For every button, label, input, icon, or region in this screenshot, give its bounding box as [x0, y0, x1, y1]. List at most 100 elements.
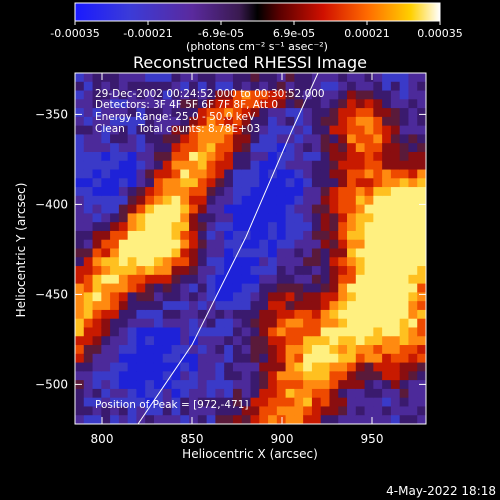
heatmap-cell	[83, 160, 94, 171]
heatmap-cell	[171, 125, 181, 136]
heatmap-cell	[189, 301, 199, 311]
heatmap-cell	[347, 99, 357, 109]
heatmap-cell	[320, 213, 331, 223]
heatmap-cell	[338, 99, 348, 109]
heatmap-cell	[417, 81, 426, 92]
heatmap-cell	[110, 301, 120, 311]
heatmap-cell	[206, 151, 217, 162]
heatmap-cell	[417, 406, 426, 416]
heatmap-cell	[189, 169, 199, 179]
heatmap-cell	[145, 125, 155, 136]
heatmap-cell	[232, 90, 243, 100]
heatmap-cell	[241, 160, 252, 171]
heatmap-cell	[338, 415, 348, 424]
heatmap-cell	[285, 134, 295, 144]
heatmap-cell	[259, 81, 269, 92]
heatmap-cell	[189, 388, 199, 399]
heatmap-cell	[294, 353, 304, 364]
heatmap-cell	[285, 292, 295, 302]
heatmap-cell	[92, 195, 102, 206]
heatmap-cell	[110, 178, 120, 188]
heatmap-cell	[382, 406, 392, 416]
heatmap-cell	[294, 99, 304, 109]
heatmap-cell	[162, 108, 173, 118]
heatmap-cell	[241, 336, 252, 346]
heatmap-cell	[180, 362, 190, 372]
heatmap-cell	[224, 151, 234, 162]
heatmap-cell	[364, 116, 374, 127]
heatmap-cell	[118, 336, 129, 346]
heatmap-cell	[189, 274, 199, 285]
heatmap-cell	[153, 90, 164, 100]
heatmap-cell	[347, 292, 357, 302]
heatmap-cell	[83, 274, 94, 285]
heatmap-cell	[162, 222, 173, 232]
heatmap-cell	[224, 415, 234, 424]
heatmap-cell	[303, 99, 313, 109]
heatmap-cell	[171, 266, 181, 276]
heatmap-cell	[241, 178, 252, 188]
heatmap-cell	[83, 380, 94, 390]
heatmap-cell	[189, 134, 199, 144]
heatmap-cell	[311, 81, 322, 92]
heatmap-cell	[224, 336, 234, 346]
heatmap-cell	[382, 266, 392, 276]
heatmap-cell	[390, 239, 401, 250]
heatmap-cell	[399, 195, 410, 206]
heatmap-cell	[390, 213, 401, 223]
heatmap-cell	[259, 353, 269, 364]
heatmap-cell	[118, 213, 129, 223]
heatmap-cell	[320, 388, 331, 399]
heatmap-cell	[417, 415, 426, 424]
heatmap-cell	[189, 178, 199, 188]
heatmap-cell	[171, 380, 181, 390]
heatmap-cell	[189, 345, 199, 355]
heatmap-cell	[364, 187, 374, 197]
heatmap-cell	[232, 125, 243, 136]
heatmap-cell	[127, 108, 138, 118]
heatmap-cell	[364, 371, 374, 381]
heatmap-cell	[364, 213, 374, 223]
heatmap-cell	[224, 362, 234, 372]
heatmap-cell	[259, 301, 269, 311]
heatmap-cell	[373, 134, 383, 144]
heatmap-cell	[259, 371, 269, 381]
heatmap-cell	[83, 195, 94, 206]
heatmap-cell	[241, 187, 252, 197]
heatmap-cell	[303, 204, 313, 215]
heatmap-cell	[294, 371, 304, 381]
heatmap-cell	[83, 151, 94, 162]
heatmap-cell	[215, 327, 225, 337]
heatmap-cell	[417, 274, 426, 285]
heatmap-cell	[241, 213, 252, 223]
heatmap-cell	[250, 178, 260, 188]
heatmap-cell	[382, 125, 392, 136]
heatmap-cell	[206, 230, 217, 241]
heatmap-cell	[417, 169, 426, 179]
heatmap-cell	[232, 178, 243, 188]
heatmap-cell	[355, 318, 366, 329]
heatmap-cell	[320, 283, 331, 293]
heatmap-cell	[303, 125, 313, 136]
heatmap-cell	[127, 178, 138, 188]
heatmap-cell	[329, 81, 339, 92]
heatmap-cell	[136, 345, 146, 355]
heatmap-cell	[399, 90, 410, 100]
heatmap-cell	[294, 406, 304, 416]
heatmap-cell	[338, 274, 348, 285]
heatmap-cell	[127, 99, 138, 109]
heatmap-cell	[127, 266, 138, 276]
heatmap-cell	[127, 380, 138, 390]
heatmap-cell	[127, 336, 138, 346]
heatmap-cell	[162, 99, 173, 109]
heatmap-cell	[259, 274, 269, 285]
heatmap-cell	[110, 187, 120, 197]
heatmap-cell	[250, 134, 260, 144]
heatmap-cell	[171, 134, 181, 144]
heatmap-cell	[408, 301, 418, 311]
heatmap-cell	[417, 99, 426, 109]
heatmap-cell	[373, 283, 383, 293]
heatmap-cell	[347, 336, 357, 346]
heatmap-cell	[347, 187, 357, 197]
heatmap-cell	[153, 116, 164, 127]
